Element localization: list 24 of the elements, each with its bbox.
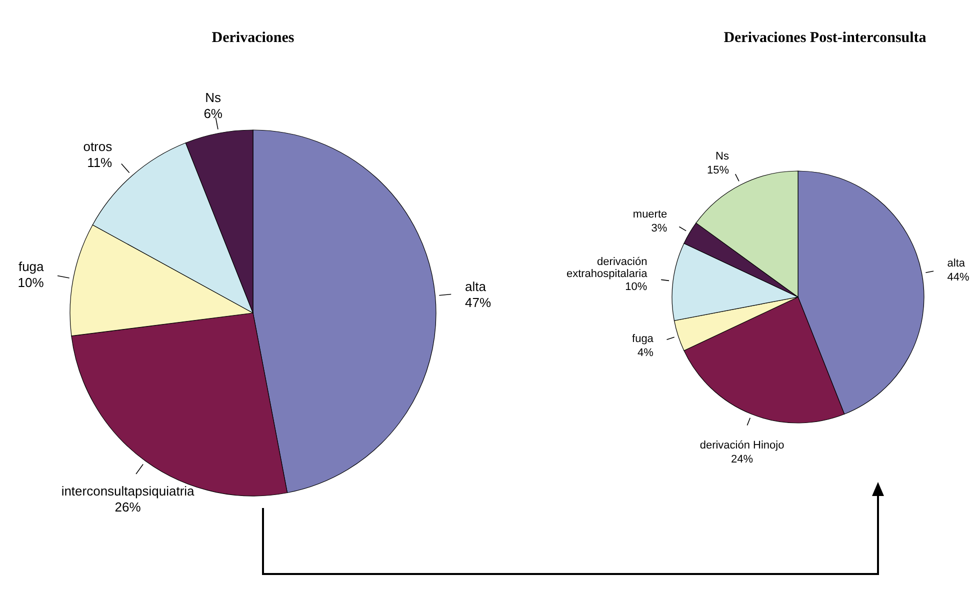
chart-title: Derivaciones Post-interconsulta [724,30,927,46]
slice-label: derivación extrahospitalaria [566,256,648,280]
data-label: 3% [651,222,668,235]
data-label: 10% [625,280,648,293]
chart-title: Derivaciones [212,30,294,46]
slice-label: derivación Hinojo [700,439,784,452]
slice-label: fuga [18,259,45,274]
data-label: 4% [638,346,654,359]
slice-label: interconsultapsiquiatria [61,483,196,498]
data-label: 26% [114,499,142,514]
data-label: 15% [706,164,730,177]
data-label: 47% [465,294,492,310]
slice-label: alta [465,278,487,294]
data-label: 11% [87,155,113,170]
slice-label: muerte [632,208,668,221]
slice-label: otros [83,139,113,154]
data-label: 24% [731,453,754,466]
slice-label: Ns [205,90,222,105]
data-label: 44% [947,272,970,284]
slice-label: Ns [716,150,730,163]
data-label: 10% [18,275,44,290]
data-label: 6% [204,106,223,121]
slice-label: alta [947,258,966,270]
legend-label: fuga [632,332,654,345]
